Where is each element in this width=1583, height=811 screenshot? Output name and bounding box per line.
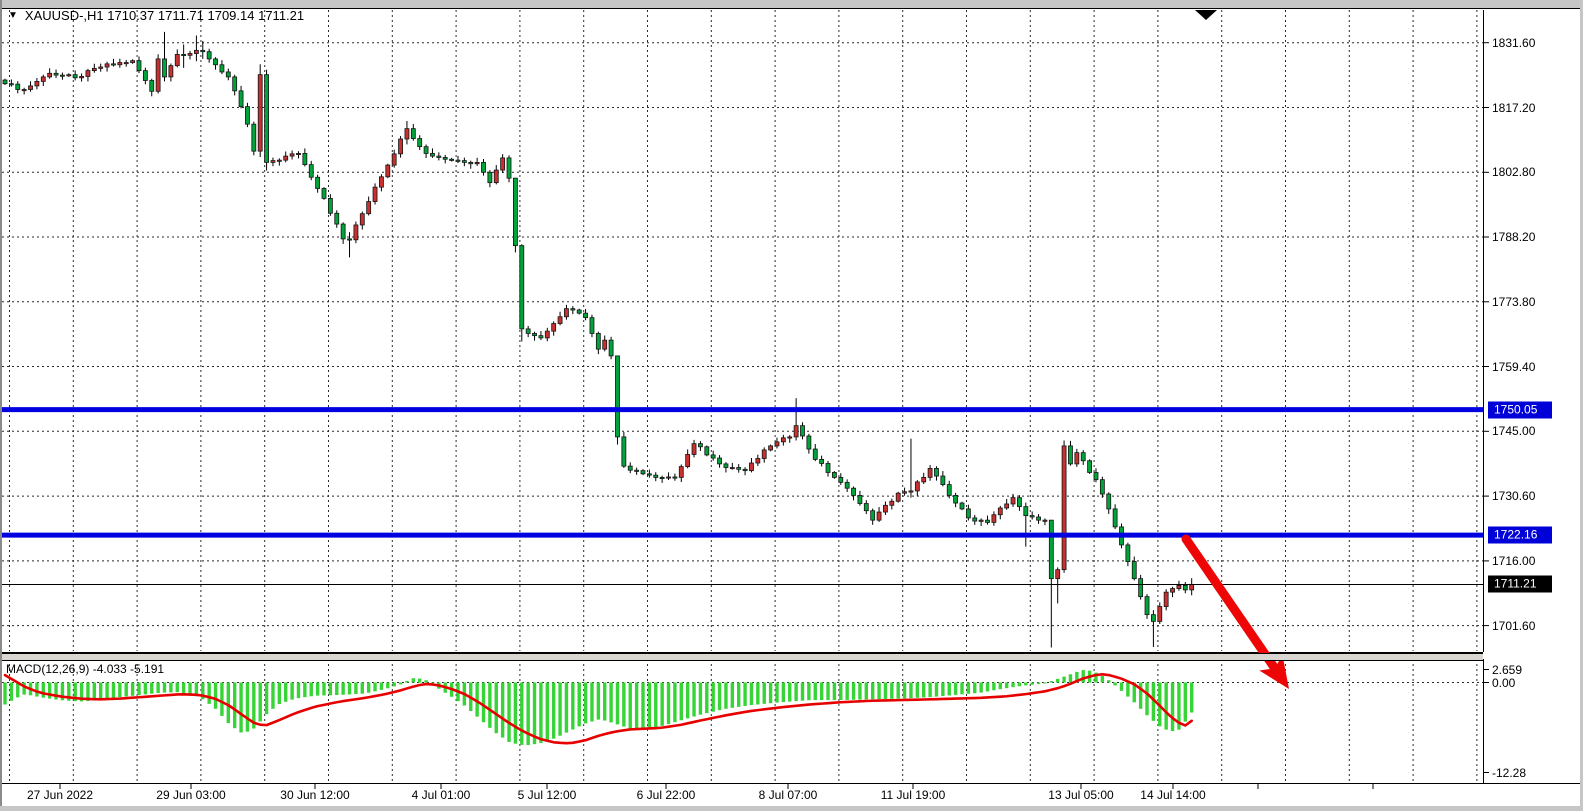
axis-ticks [59,42,1489,789]
panel-borders [2,10,1583,784]
price-axis-label: 1831.60 [1492,35,1536,50]
price-axis-label: 1745.00 [1492,424,1536,439]
time-axis-label: 30 Jun 12:00 [280,788,350,802]
window-frame-top [0,0,1583,9]
window-frame-bottom [0,806,1583,811]
price-axis-label: 1716.00 [1492,553,1536,568]
window-frame-left [0,0,2,811]
time-axis-label: 4 Jul 01:00 [411,788,471,802]
time-axis-label: 29 Jun 03:00 [156,788,226,802]
time-axis-label: 14 Jul 14:00 [1140,788,1206,802]
price-axis-label: 1759.40 [1492,359,1536,374]
down-arrow-annotation[interactable] [1181,534,1301,697]
price-axis-label: 1730.60 [1492,489,1536,504]
time-axis-label: 6 Jul 22:00 [636,788,696,802]
price-axis-label: 1773.80 [1492,294,1536,309]
level-price-badge-support: 1722.16 [1488,526,1552,544]
time-axis-label: 11 Jul 19:00 [880,788,946,802]
dropdown-arrow-icon[interactable]: ▼ [8,10,18,21]
level-price-badge-resistance: 1750.05 [1488,401,1552,419]
macd-axis-label: 0.00 [1492,675,1516,690]
top-marker[interactable] [1195,10,1217,20]
time-axis-label: 13 Jul 05:00 [1048,788,1114,802]
grid-lines [2,10,1483,783]
price-axis-label: 1802.80 [1492,165,1536,180]
macd-signal-line [3,673,1193,745]
symbol-ohlc-line: ▼ XAUUSD-,H1 1710.37 1711.71 1709.14 171… [8,8,304,23]
price-axis-label: 1788.20 [1492,230,1536,244]
macd-indicator-label: MACD(12,26,9) -4.033 -5.191 [6,662,165,676]
price-axis-label: 1817.20 [1492,100,1536,115]
time-marker-icon[interactable] [1195,10,1217,20]
symbol-ohlc-text: XAUUSD-,H1 1710.37 1711.71 1709.14 1711.… [24,8,305,23]
macd-histogram [3,670,1194,746]
last-price-badge: 1711.21 [1488,575,1552,593]
price-axis-label: 1701.60 [1492,618,1536,633]
time-axis-label: 27 Jun 2022 [26,788,94,802]
panel-divider[interactable] [2,653,1483,661]
macd-axis-label: -12.28 [1492,765,1527,780]
time-axis-label: 5 Jul 12:00 [517,788,577,802]
candles-layer [2,31,1195,648]
time-axis-label: 8 Jul 07:00 [758,788,818,802]
window-frame-right [1580,0,1583,811]
macd-axis-label: 2.659 [1492,662,1523,677]
